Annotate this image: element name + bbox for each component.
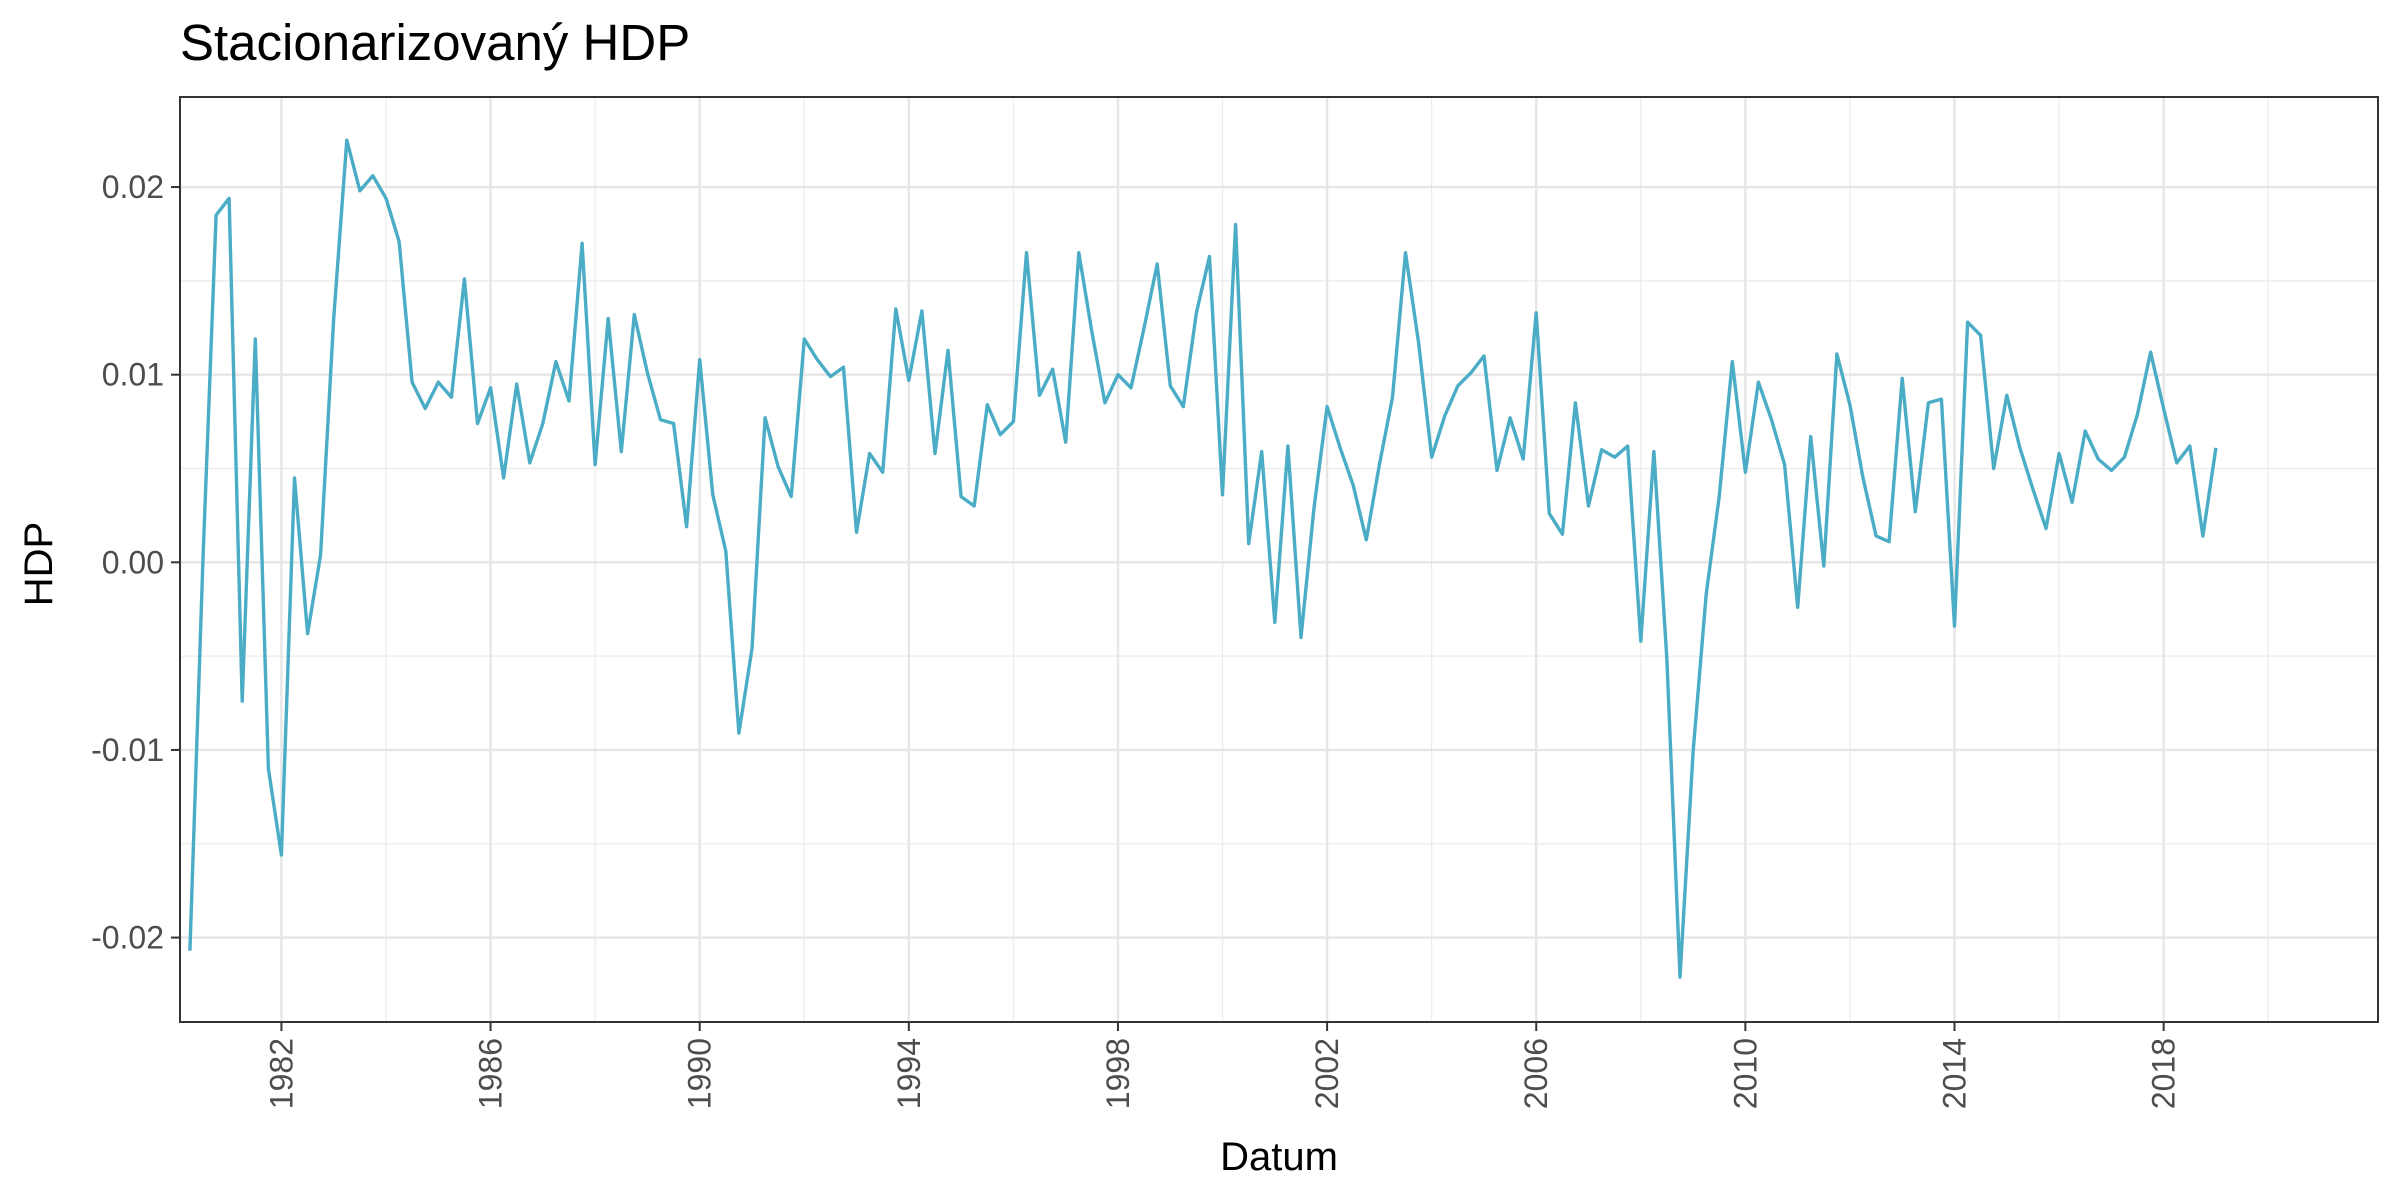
gridlines [180, 97, 2378, 1022]
x-tick-label: 2002 [1309, 1038, 1345, 1109]
series-layer [188, 138, 2218, 979]
x-tick-label: 2010 [1727, 1038, 1763, 1109]
y-axis: -0.02 -0.01 0.00 0.01 0.02 [91, 169, 180, 956]
chart-title: Stacionarizovaný HDP [180, 14, 690, 71]
y-tick-label: -0.01 [91, 732, 164, 768]
y-tick-label: 0.01 [102, 357, 164, 393]
y-tick-label: 0.00 [102, 544, 164, 580]
x-tick-label: 1998 [1100, 1038, 1136, 1109]
y-tick-label: -0.02 [91, 920, 164, 956]
x-tick-label: 2006 [1518, 1038, 1554, 1109]
x-tick-label: 2018 [2146, 1038, 2182, 1109]
x-axis-title: Datum [1220, 1135, 1338, 1179]
plot-panel-border [179, 96, 2379, 1023]
x-tick-label: 1994 [891, 1038, 927, 1109]
y-tick-label: 0.02 [102, 169, 164, 205]
x-tick-label: 1990 [682, 1038, 718, 1109]
x-tick-label: 1986 [473, 1038, 509, 1109]
x-tick-label: 1982 [263, 1038, 299, 1109]
hdp-series-line [188, 138, 2218, 979]
x-tick-label: 2014 [1937, 1038, 1973, 1109]
x-axis: 1982 1986 1990 1994 1998 2002 2006 2010 2014 2018 [263, 1022, 2182, 1109]
y-axis-title: HDP [17, 522, 61, 606]
